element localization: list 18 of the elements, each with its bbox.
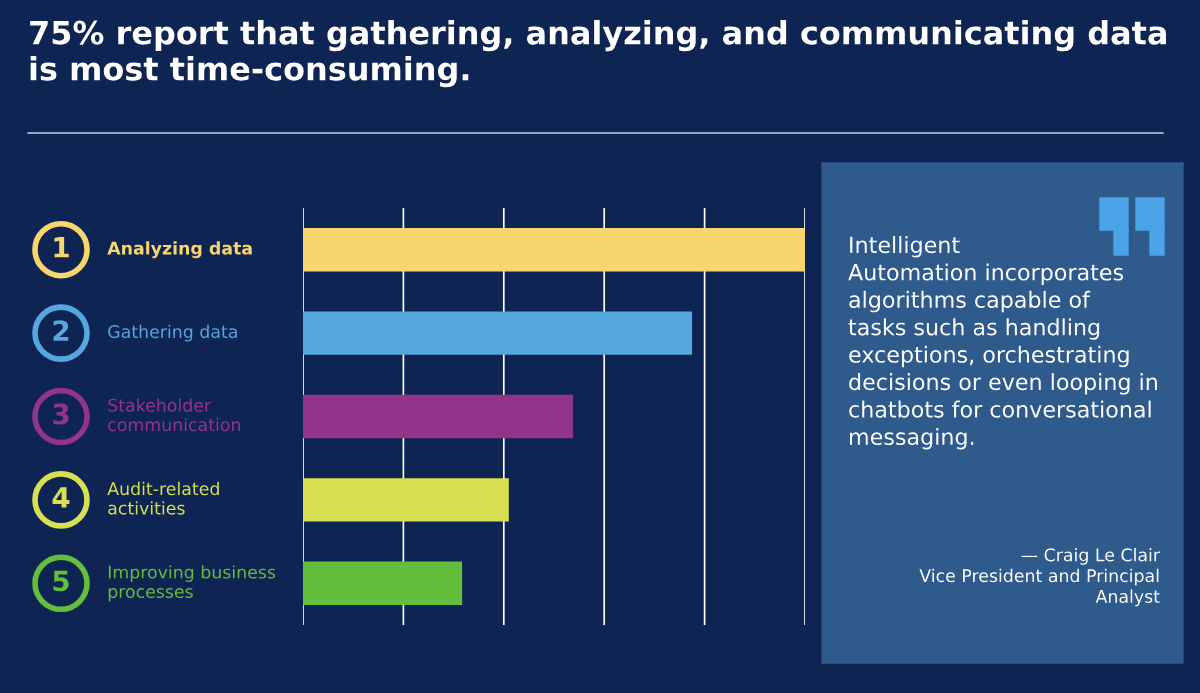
text: — Craig Le Clair Vice President and Principal Analyst [919, 548, 1160, 607]
text: Intelligent Automation incorporates algorithms capable of tasks such as handling exceptions, orchestrating decisions or even looping in chatbots for conversational messaging. [848, 236, 1157, 450]
y-tick-label: Improving business processes [108, 565, 276, 602]
text: 4 [52, 487, 70, 508]
text: 3 [53, 403, 69, 425]
y-tick-label: Analyzing data [107, 241, 252, 259]
bar [303, 561, 463, 605]
y-tick-label: Audit-related activities [107, 481, 219, 515]
bar [303, 394, 574, 439]
y-tick-label: Stakeholder communication [108, 398, 241, 432]
text: 5 [53, 570, 69, 592]
bar [303, 478, 509, 522]
bar [303, 228, 805, 272]
chart-title: 75% report that gathering, analyzing, and communicating data is most time-consuming. [30, 20, 1166, 88]
text: 2 [53, 320, 69, 341]
bar [303, 311, 693, 355]
y-tick-label: Gathering data [108, 324, 237, 342]
text: 1 [54, 237, 69, 258]
